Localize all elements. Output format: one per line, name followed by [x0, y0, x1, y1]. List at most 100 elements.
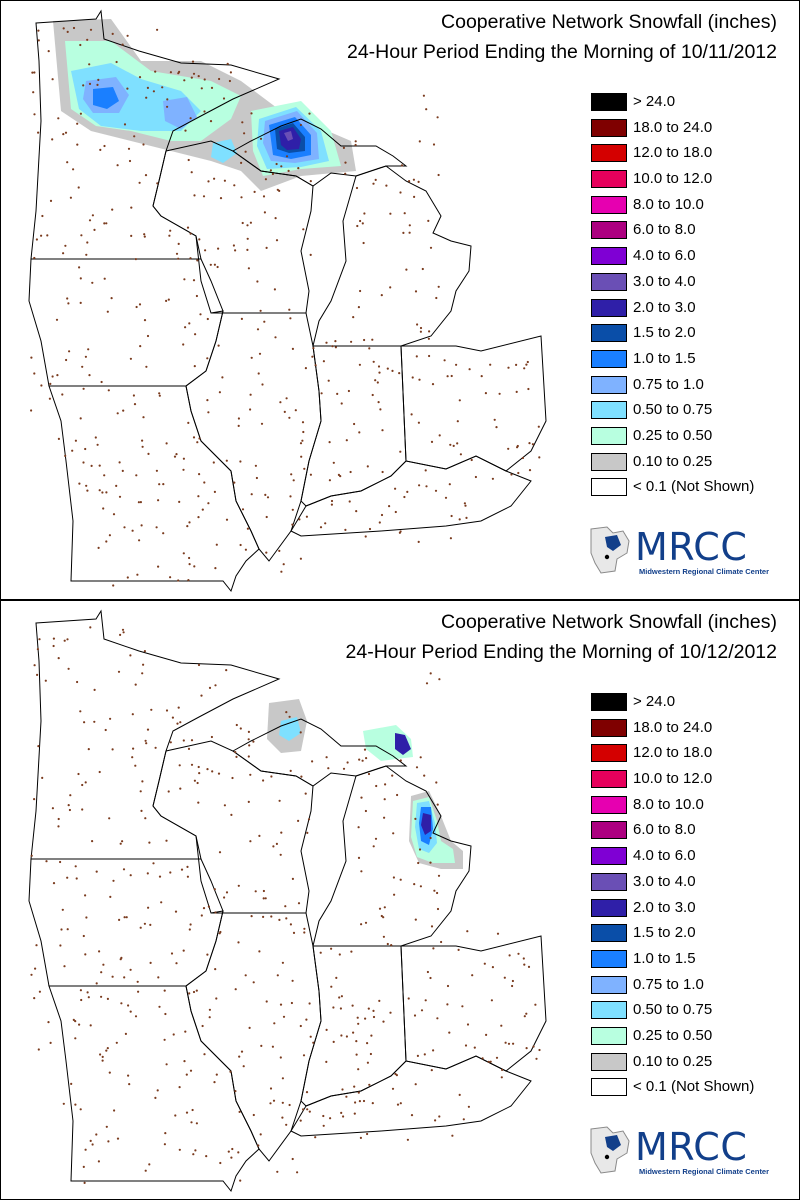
station-dot	[391, 1087, 395, 1090]
station-dot	[167, 298, 170, 301]
station-dot	[302, 430, 305, 434]
legend-label: > 24.0	[633, 693, 676, 710]
station-dot	[341, 1088, 344, 1091]
station-dot	[324, 522, 327, 525]
station-dot	[31, 71, 34, 74]
station-dot	[196, 781, 199, 785]
station-dot	[95, 870, 98, 873]
station-dot	[171, 716, 174, 719]
kentucky-outline	[290, 455, 532, 537]
station-dot	[357, 1068, 360, 1071]
station-dot	[435, 781, 438, 784]
station-dot	[446, 984, 450, 988]
station-dot	[320, 392, 323, 395]
station-dot	[233, 184, 236, 187]
station-dot	[190, 171, 193, 174]
station-dot	[449, 443, 452, 446]
legend-swatch	[591, 375, 627, 394]
snow-area-navy	[395, 733, 411, 755]
station-dot	[83, 721, 86, 724]
legend-label: 0.25 to 0.50	[633, 1026, 713, 1044]
station-dot	[211, 770, 214, 773]
station-dot	[252, 740, 255, 743]
station-dot	[458, 518, 461, 521]
station-dot	[234, 1090, 237, 1093]
station-dot	[371, 393, 374, 397]
station-dot	[121, 43, 124, 46]
station-dot	[299, 557, 302, 560]
station-dot	[436, 1017, 439, 1020]
station-dot	[144, 739, 147, 742]
iowa-outline	[28, 858, 224, 987]
station-dot	[188, 521, 191, 524]
station-dot	[123, 526, 126, 529]
station-dot	[437, 874, 441, 877]
station-dot	[432, 1049, 435, 1052]
station-dot	[366, 1042, 369, 1045]
station-dot	[116, 1137, 120, 1140]
station-dot	[258, 352, 262, 355]
station-dot	[182, 739, 185, 742]
station-dot	[202, 195, 206, 198]
station-dot	[229, 71, 232, 74]
station-dot	[340, 1034, 343, 1037]
station-dot	[222, 97, 226, 100]
station-dot	[198, 772, 201, 775]
station-dot	[76, 122, 79, 125]
station-dot	[177, 257, 180, 260]
station-dot	[197, 75, 200, 78]
station-dot	[98, 770, 101, 774]
station-dot	[213, 177, 216, 180]
station-dot	[380, 294, 383, 297]
station-dot	[182, 457, 185, 460]
station-dot	[410, 413, 413, 416]
station-dot	[507, 366, 510, 369]
station-dot	[428, 354, 431, 358]
station-dot	[208, 1016, 211, 1019]
station-dot	[47, 50, 50, 53]
legend-swatch	[591, 401, 627, 420]
legend-swatch	[591, 1001, 627, 1020]
station-dot	[358, 1100, 361, 1103]
station-dot	[167, 790, 170, 793]
station-dot	[108, 1071, 111, 1074]
station-dot	[382, 1020, 385, 1023]
station-dot	[390, 944, 393, 947]
station-dot	[272, 1099, 276, 1102]
station-dot	[419, 756, 422, 759]
station-dot	[90, 464, 93, 467]
illinois-outline	[185, 910, 322, 1162]
station-dot	[76, 143, 79, 146]
station-dot	[484, 392, 487, 395]
station-dot	[299, 1024, 302, 1028]
station-dot	[203, 481, 206, 484]
station-dot	[375, 784, 378, 788]
station-dot	[471, 974, 474, 977]
station-dot	[38, 638, 41, 641]
station-dot	[174, 910, 178, 913]
station-dot	[408, 224, 411, 227]
station-dot	[209, 263, 212, 266]
station-dot	[284, 905, 287, 908]
station-dot	[262, 779, 265, 782]
station-dot	[280, 831, 283, 834]
station-dot	[511, 984, 514, 988]
station-dot	[491, 966, 494, 969]
station-dot	[162, 532, 165, 535]
station-dot	[411, 376, 414, 379]
station-dot	[164, 1132, 167, 1135]
station-dot	[62, 1102, 65, 1105]
station-dot	[344, 161, 347, 164]
station-dot	[136, 573, 139, 576]
station-dot	[198, 473, 201, 476]
station-dot	[215, 997, 218, 1000]
station-dot	[79, 277, 82, 280]
station-dot	[135, 474, 138, 477]
legend-swatch	[591, 847, 627, 866]
station-dot	[67, 302, 70, 305]
station-dot	[177, 579, 180, 582]
station-dot	[94, 436, 97, 439]
station-dot	[307, 818, 311, 821]
station-dot	[79, 1108, 82, 1111]
station-dot	[37, 39, 40, 42]
